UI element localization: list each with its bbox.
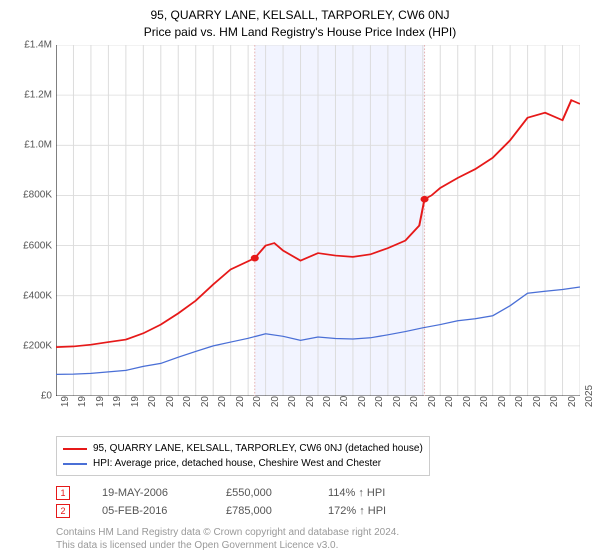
transaction-date: 19-MAY-2006: [102, 487, 194, 499]
legend-label: HPI: Average price, detached house, Ches…: [93, 456, 381, 471]
y-axis-label: £0: [41, 391, 56, 402]
transaction-price: £550,000: [226, 487, 296, 499]
chart-subtitle: Price paid vs. HM Land Registry's House …: [20, 25, 580, 39]
y-axis-label: £1.0M: [24, 140, 56, 151]
footer-line: This data is licensed under the Open Gov…: [56, 539, 580, 552]
transaction-row: 1 19-MAY-2006 £550,000 114% ↑ HPI: [56, 486, 580, 500]
transaction-row: 2 05-FEB-2016 £785,000 172% ↑ HPI: [56, 504, 580, 518]
y-axis-label: £800K: [23, 190, 56, 201]
chart-legend: 95, QUARRY LANE, KELSALL, TARPORLEY, CW6…: [56, 436, 430, 476]
transaction-date: 05-FEB-2016: [102, 505, 194, 517]
transactions-table: 1 19-MAY-2006 £550,000 114% ↑ HPI 2 05-FEB-20…: [56, 482, 580, 522]
y-axis-label: £400K: [23, 290, 56, 301]
x-axis-label: 2025: [580, 385, 595, 407]
transaction-flag: 1: [56, 486, 70, 500]
y-axis-label: £1.4M: [24, 40, 56, 51]
footer-attribution: Contains HM Land Registry data © Crown c…: [56, 526, 580, 552]
y-axis-label: £600K: [23, 240, 56, 251]
legend-item: 95, QUARRY LANE, KELSALL, TARPORLEY, CW6…: [63, 441, 423, 456]
legend-item: HPI: Average price, detached house, Ches…: [63, 456, 423, 471]
transaction-hpi: 172% ↑ HPI: [328, 505, 386, 517]
transaction-hpi: 114% ↑ HPI: [328, 487, 385, 499]
transaction-flag: 2: [56, 504, 70, 518]
legend-swatch: [63, 448, 87, 450]
y-axis-label: £200K: [23, 340, 56, 351]
legend-label: 95, QUARRY LANE, KELSALL, TARPORLEY, CW6…: [93, 441, 423, 456]
footer-line: Contains HM Land Registry data © Crown c…: [56, 526, 580, 539]
chart-title: 95, QUARRY LANE, KELSALL, TARPORLEY, CW6…: [20, 8, 580, 22]
y-axis-label: £1.2M: [24, 90, 56, 101]
chart-plot-area: £0£200K£400K£600K£800K£1.0M£1.2M£1.4M199…: [56, 45, 580, 396]
transaction-price: £785,000: [226, 505, 296, 517]
legend-swatch: [63, 463, 87, 465]
